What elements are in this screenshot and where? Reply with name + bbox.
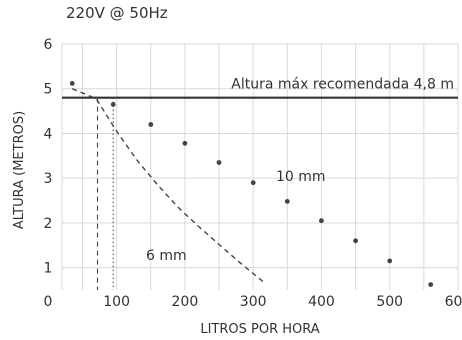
series-point-10mm (353, 238, 358, 244)
series-point-10mm (148, 122, 154, 127)
x-axis-title: LITROS POR HORA (200, 322, 319, 337)
series-point-10mm (284, 199, 290, 204)
series-point-10mm (319, 218, 324, 224)
x-tick-label: 100 (103, 294, 130, 310)
series-line-6mm (71, 88, 264, 283)
tick-labels: 100 200 300 400 500 600 1 2 3 4 5 6 (44, 37, 462, 310)
origin-label: 0 (44, 294, 53, 310)
x-tick-label: 300 (240, 294, 267, 310)
series-point-10mm (250, 180, 256, 186)
x-tick-label: 500 (376, 294, 403, 310)
series-point-10mm (69, 81, 75, 86)
series-point-10mm (428, 282, 434, 287)
y-tick-label: 2 (44, 216, 53, 232)
grid (61, 43, 459, 290)
y-tick-label: 5 (44, 82, 53, 98)
x-tick-label: 400 (308, 294, 335, 310)
y-tick-label: 3 (44, 171, 53, 187)
x-tick-label: 600 (445, 294, 462, 310)
series-point-10mm (216, 160, 222, 165)
series-label-10mm: 10 mm (276, 169, 326, 185)
y-tick-label: 6 (44, 37, 53, 53)
series-label-6mm: 6 mm (146, 248, 187, 264)
series-point-10mm (387, 258, 393, 264)
drop-lines (96, 97, 114, 290)
y-tick-label: 1 (44, 261, 53, 277)
series-point-10mm (182, 140, 188, 146)
reference-line-label: Altura máx recomendada 4,8 m (231, 77, 454, 93)
series-point-10mm (110, 102, 116, 107)
y-tick-label: 4 (44, 126, 53, 142)
series-group (69, 81, 434, 287)
y-axis-title: ALTURA (METROS) (12, 111, 27, 229)
x-tick-label: 200 (172, 294, 199, 310)
chart-subtitle: 220V @ 50Hz (66, 4, 168, 22)
